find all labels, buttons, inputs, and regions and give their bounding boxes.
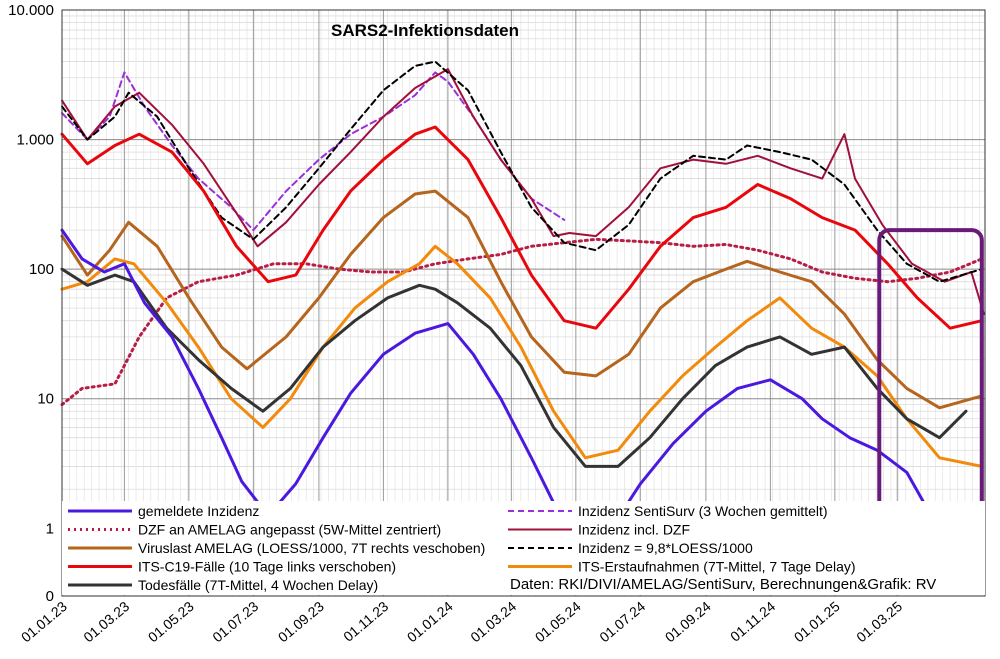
y-tick-label: 100 [29, 261, 54, 278]
y-tick-label: 10.000 [8, 2, 54, 19]
series-line-8 [60, 244, 984, 468]
y-tick-label: 1 [46, 520, 54, 537]
legend-label-5: Viruslast AMELAG (LOESS/1000, 7T rechts … [138, 540, 485, 556]
chart-title: SARS2-Infektionsdaten [331, 21, 519, 40]
grid-minor [61, 10, 985, 597]
legend-label-7: ITS-C19-Fälle (10 Tage links verschoben) [138, 559, 396, 575]
series-line-7 [60, 125, 984, 330]
legend: gemeldete Inzidenz DZF an AMELAG angepass… [68, 503, 856, 593]
legend-label-9: Todesfälle (7T-Mittel, 4 Wochen Delay) [138, 577, 378, 593]
legend-label-8: ITS-Erstaufnahmen (7T-Mittel, 7 Tage Del… [578, 559, 856, 575]
legend-label-2: Inzidenz SentiSurv (3 Wochen gemittelt) [578, 503, 828, 519]
series-line-9 [60, 267, 968, 468]
legend-label-4: Inzidenz incl. DZF [578, 522, 690, 538]
legend-label-6: Inzidenz = 9,8*LOESS/1000 [578, 540, 753, 556]
series-line-4 [61, 68, 985, 316]
y-tick-label: 1.000 [16, 132, 54, 149]
legend-label-1: gemeldete Inzidenz [138, 503, 259, 519]
series-layer [60, 60, 986, 582]
plot-frame [61, 9, 986, 597]
y-tick-label: 10 [37, 391, 54, 408]
y-tick-label: 0 [46, 588, 54, 605]
source-note: Daten: RKI/DIVI/AMELAG/SentiSurv, Berech… [510, 576, 936, 593]
series-line-5 [60, 189, 984, 410]
legend-label-3: DZF an AMELAG angepasst (5W-Mittel zentr… [138, 522, 441, 538]
series-line-1 [60, 228, 986, 582]
series-line-3 [60, 237, 984, 407]
series-line-6 [61, 60, 983, 283]
